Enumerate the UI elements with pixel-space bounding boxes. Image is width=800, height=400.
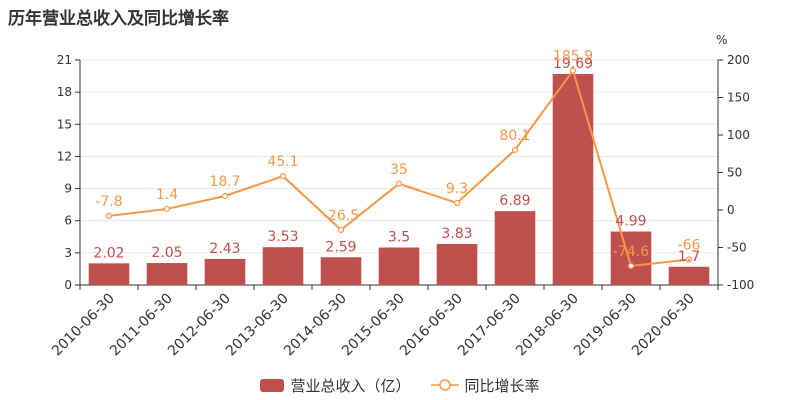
growth-point (337, 226, 345, 233)
growth-value-label: 9.3 (446, 181, 468, 197)
y-left-tick-label: 21 (57, 53, 72, 67)
growth-point (569, 67, 577, 74)
bar (436, 243, 478, 285)
growth-point (685, 256, 693, 263)
growth-point (221, 192, 229, 200)
growth-value-label: 1.4 (156, 187, 178, 203)
growth-point (279, 173, 287, 180)
y-left-tick-label: 9 (64, 182, 72, 196)
growth-point (395, 180, 403, 187)
bar (378, 247, 420, 285)
growth-value-label: 35 (390, 162, 408, 178)
legend-item-revenue[interactable]: 营业总收入（亿） (260, 375, 411, 396)
legend-revenue-label: 营业总收入（亿） (290, 376, 411, 395)
bar (204, 258, 246, 285)
y-left-tick-label: 15 (57, 117, 72, 131)
growth-value-label: 45.1 (267, 154, 298, 170)
growth-point (163, 205, 171, 213)
y-left-tick-label: 18 (57, 85, 72, 99)
legend: 营业总收入（亿） 同比增长率 (0, 372, 800, 398)
growth-value-label: 80.1 (499, 128, 530, 144)
bar-value-label: 6.89 (499, 193, 530, 209)
bar-value-label: 4.99 (615, 214, 646, 230)
bar-value-label: 3.83 (441, 226, 472, 242)
bar (88, 263, 130, 285)
y-left-tick-label: 6 (64, 214, 72, 228)
growth-value-label: -26.5 (323, 208, 359, 224)
legend-item-growth[interactable]: 同比增长率 (430, 375, 540, 396)
legend-growth-label: 同比增长率 (464, 376, 540, 395)
bar-value-label: 3.5 (388, 230, 410, 246)
y-right-tick-label: 100 (727, 128, 750, 142)
bar-value-label: 2.59 (325, 239, 356, 255)
growth-value-label: 18.7 (209, 174, 240, 190)
bar-value-label: 2.02 (93, 245, 124, 261)
bar-value-label: 2.43 (209, 241, 240, 257)
growth-value-label: -7.8 (95, 194, 122, 210)
bar (668, 266, 710, 285)
y-right-tick-label: 150 (727, 91, 750, 105)
y-left-tick-label: 0 (64, 278, 72, 292)
bar-value-label: 1.7 (678, 249, 700, 265)
chart-title: 历年营业总收入及同比增长率 (8, 9, 229, 29)
bar-value-label: 3.53 (267, 229, 298, 245)
y-left-tick-label: 3 (64, 246, 72, 260)
y-right-tick-label: 200 (727, 53, 750, 67)
bar-value-label: 2.05 (151, 245, 182, 261)
x-tick-label: 2020-06-30 (629, 291, 698, 360)
growth-point (627, 262, 635, 270)
growth-value-label: -66 (678, 238, 701, 254)
line-series (105, 67, 693, 270)
bar-value-label: 19.69 (553, 56, 593, 72)
bar (610, 231, 652, 285)
bar (494, 211, 536, 285)
y-right-tick-label: -50 (727, 241, 747, 255)
growth-value-label: 185.9 (553, 49, 593, 65)
bar-series (88, 74, 710, 286)
bar (552, 74, 594, 286)
legend-bar-swatch (260, 378, 285, 392)
y-right-tick-label: 0 (727, 203, 735, 217)
bar (146, 263, 188, 285)
growth-point (511, 146, 519, 154)
growth-value-label: -74.6 (613, 244, 649, 260)
legend-line-swatch (430, 379, 459, 391)
y-right-tick-label: -100 (727, 278, 754, 292)
growth-point (453, 199, 461, 207)
growth-point (105, 212, 113, 219)
bar (262, 247, 304, 285)
y-right-tick-label: 50 (727, 166, 742, 180)
y-left-tick-label: 12 (57, 149, 72, 163)
bar (320, 257, 362, 285)
axes: 036912151821-100-50050100150200%2010-06-… (49, 33, 754, 359)
y-right-unit: % (716, 33, 727, 47)
data-labels: 2.02 2.05 2.43 3.53 2.59 3.5 3.83 6.89 19.69 4.99… (93, 49, 700, 265)
